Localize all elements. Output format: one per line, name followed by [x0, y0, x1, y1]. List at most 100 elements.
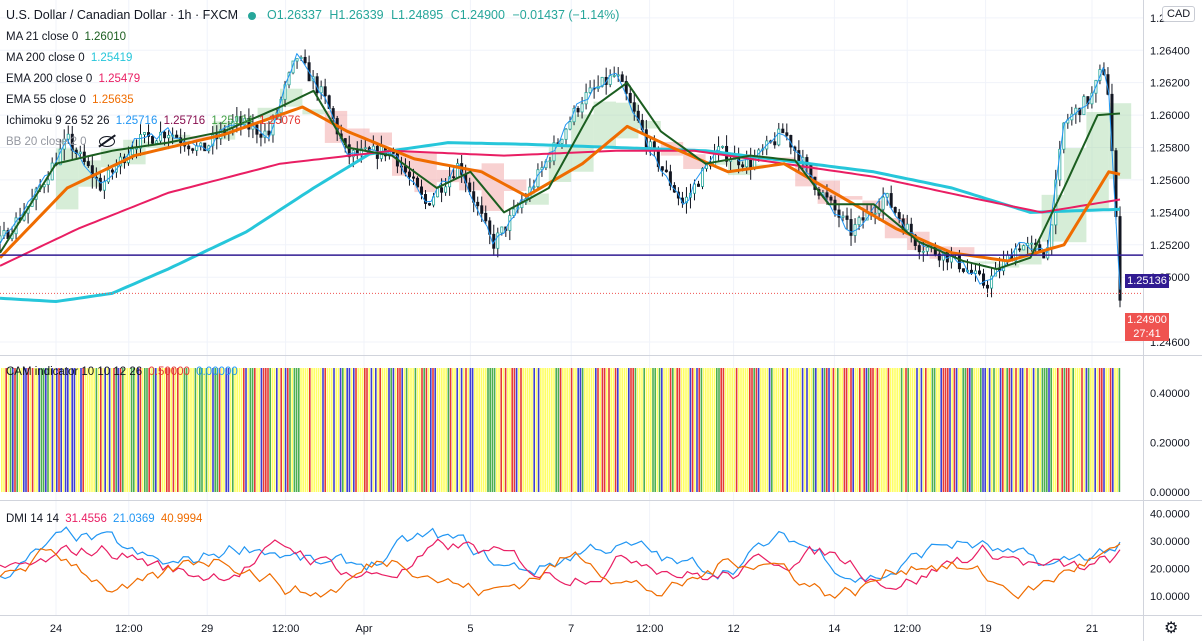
legend-ema200[interactable]: EMA 200 close 0 1.25479: [6, 72, 143, 86]
cam-bar: [542, 368, 544, 492]
cam-bar: [416, 368, 419, 492]
cam-bar: [476, 368, 478, 492]
cam-bar: [1094, 368, 1096, 492]
cam-bar: [456, 368, 458, 492]
cam-bar: [152, 368, 155, 492]
cam-bar: [49, 368, 51, 492]
candle-body: [303, 56, 307, 64]
cam-bar: [390, 368, 392, 492]
candle-body: [187, 145, 191, 150]
cam-bar: [487, 368, 489, 492]
cam-bar: [823, 368, 826, 492]
candle-body: [58, 148, 62, 166]
cam-bar: [1068, 368, 1070, 492]
candle-body: [468, 182, 472, 193]
cam-bar: [925, 368, 927, 492]
legend-dmi[interactable]: DMI 14 14 31.4556 21.0369 40.9994: [6, 512, 205, 526]
cam-bar: [1083, 368, 1085, 492]
price-tick-label: 1.26400: [1150, 45, 1190, 57]
cam-bar: [531, 368, 533, 492]
cam-bar: [577, 368, 579, 492]
cam-bar: [599, 368, 601, 492]
cam-bar: [555, 368, 557, 492]
candle-body: [785, 132, 789, 136]
cam-bar: [621, 368, 623, 492]
cam-bar: [907, 368, 909, 492]
ema55-label: EMA 55 close 0: [6, 94, 86, 106]
cam-bar: [425, 368, 428, 492]
cam-bar: [192, 368, 194, 492]
cam-bar: [146, 368, 148, 492]
cam-bar: [735, 368, 738, 492]
cam-bar: [119, 368, 122, 492]
cam-bar: [414, 368, 417, 492]
cloud-segment: [638, 120, 661, 129]
cam-bar: [1035, 368, 1037, 492]
cam-bar: [744, 368, 747, 492]
candle-body: [211, 134, 215, 147]
cam-bar: [544, 368, 546, 492]
hidden-eye-icon[interactable]: [98, 136, 115, 148]
cam-bar: [218, 368, 221, 492]
cam-bar: [317, 368, 320, 492]
candle-body: [664, 169, 668, 173]
cam-bar: [883, 368, 885, 492]
cam-bar: [619, 368, 621, 492]
cam-bar: [273, 368, 276, 492]
cam-bar: [188, 368, 190, 492]
legend-cam[interactable]: CAM indicator 10 10 12 26 0.50000 0.0000…: [6, 365, 241, 379]
cam-bar: [300, 368, 302, 492]
cam-bar: [947, 368, 949, 492]
currency-badge[interactable]: CAD: [1162, 6, 1196, 22]
cam-bar: [700, 368, 703, 492]
cam-bar: [258, 368, 260, 492]
cam-bar: [284, 368, 287, 492]
candle-body: [175, 134, 179, 139]
time-tick-label: 12:00: [893, 623, 921, 635]
cam-bar: [1103, 368, 1105, 492]
legend-bb[interactable]: BB 20 close 2 0: [6, 135, 118, 149]
cam-bar: [1021, 368, 1024, 492]
cam-bar: [155, 368, 157, 492]
cam-bar: [328, 368, 331, 492]
cam-bar: [480, 368, 483, 492]
symbol-title[interactable]: U.S. Dollar / Canadian Dollar · 1h · FXC…: [6, 8, 239, 22]
cloud-segment: [526, 193, 549, 205]
cam-bar: [984, 368, 986, 492]
candle-body: [845, 215, 849, 220]
cam-bar: [920, 368, 923, 492]
legend-ma21[interactable]: MA 21 close 0 1.26010: [6, 30, 129, 44]
cam-bar: [394, 368, 397, 492]
legend-ichimoku[interactable]: Ichimoku 9 26 52 26 1.25716 1.25716 1.25…: [6, 114, 304, 128]
dmi-value-1: 31.4556: [65, 513, 107, 525]
ma21-value: 1.26010: [84, 31, 127, 43]
cam-bar: [562, 368, 564, 492]
cam-bar: [828, 368, 830, 492]
candle-body: [889, 193, 893, 208]
cam-bar: [938, 368, 940, 492]
candle-body: [151, 136, 155, 144]
cam-bar: [1041, 368, 1044, 492]
candle-body: [841, 215, 845, 218]
cam-bar: [203, 368, 205, 492]
cam-bar: [1039, 368, 1041, 492]
legend-ma200[interactable]: MA 200 close 0 1.25419: [6, 51, 135, 65]
legend-ema55[interactable]: EMA 55 close 0 1.25635: [6, 93, 137, 107]
cam-bar: [667, 368, 670, 492]
open-value: O1.26337: [267, 8, 322, 22]
cam-bar: [379, 368, 381, 492]
cam-bar: [993, 368, 995, 492]
cam-bar: [603, 368, 606, 492]
cam-bar: [854, 368, 857, 492]
cam-bar: [966, 368, 969, 492]
cam-bar: [40, 368, 43, 492]
cam-bar: [724, 368, 727, 492]
cam-bar: [764, 368, 766, 492]
cam-bar: [445, 368, 447, 492]
cloud-segment: [1108, 103, 1132, 179]
cam-bar: [346, 368, 348, 492]
gear-icon[interactable]: ⚙: [1164, 620, 1179, 637]
cloud-segment: [683, 154, 706, 169]
candle-body: [957, 253, 961, 270]
